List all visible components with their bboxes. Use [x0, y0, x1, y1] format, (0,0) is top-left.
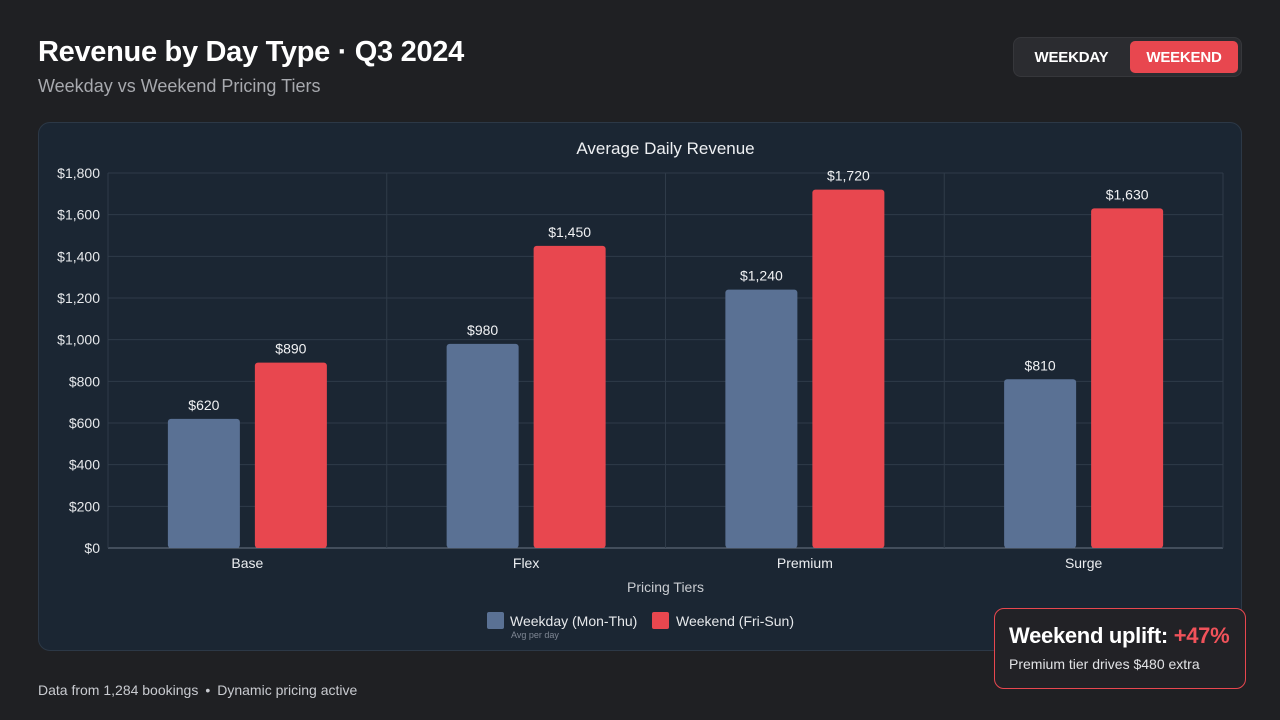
chart-title: Average Daily Revenue — [576, 139, 754, 158]
weekday-toggle-button[interactable]: WEEKDAY — [1034, 48, 1109, 66]
weekday-bar — [725, 289, 798, 548]
revenue-bar-chart: Average Daily Revenue $0 $200 $400 $600 $800 $… — [57, 139, 1224, 640]
weekend-bar — [533, 245, 606, 548]
footer-separator: • — [205, 682, 211, 698]
weekend-toggle-button[interactable]: WEEKEND — [1130, 41, 1238, 73]
x-tick-label: Premium — [777, 555, 833, 571]
bar-value-label: $1,450 — [548, 224, 591, 240]
footer-pricing-note: Dynamic pricing active — [217, 682, 358, 698]
x-axis-label: Pricing Tiers — [627, 579, 704, 595]
weekend-bar — [1091, 208, 1164, 548]
callout-uplift-value: +47% — [1173, 623, 1230, 648]
callout-text: Premium tier drives $480 extra — [1009, 656, 1200, 672]
footer-note: Data from 1,284 bookings • Dynamic pricing… — [38, 682, 357, 698]
y-tick-label: $800 — [69, 373, 100, 389]
bar-value-label: $1,630 — [1106, 186, 1149, 202]
weekend-bar — [812, 189, 885, 548]
x-tick-label: Base — [231, 555, 263, 571]
callout-heading: Weekend uplift: +47% — [1009, 623, 1245, 649]
footer-source: Data from 1,284 bookings — [38, 682, 199, 698]
y-tick-label: $400 — [69, 457, 100, 473]
bar-value-label: $1,720 — [827, 168, 870, 184]
page-title: Revenue by Day Type · Q3 2024 — [38, 36, 464, 68]
page-subtitle: Weekday vs Weekend Pricing Tiers — [38, 76, 321, 96]
bar-value-label: $890 — [275, 341, 306, 357]
bar-value-label: $810 — [1025, 357, 1056, 373]
y-tick-label: $600 — [69, 415, 100, 431]
bar-value-label: $1,240 — [740, 268, 783, 284]
x-tick-label: Flex — [513, 555, 539, 571]
weekday-bar — [167, 418, 240, 548]
legend-swatch-weekday — [487, 612, 504, 629]
legend-note: Avg per day — [511, 630, 559, 640]
y-tick-label: $1,800 — [57, 165, 100, 181]
y-tick-label: $1,400 — [57, 248, 100, 264]
weekday-bar — [446, 343, 519, 548]
chart-panel: Average Daily Revenue $0 $200 $400 $600 $800 $… — [38, 122, 1242, 651]
bar-value-label: $620 — [188, 397, 219, 413]
bar-value-label: $980 — [467, 322, 498, 338]
day-type-toggle: WEEKDAY WEEKEND — [1013, 37, 1242, 77]
legend-label-weekend: Weekend (Fri-Sun) — [676, 613, 794, 629]
y-tick-label: $200 — [69, 498, 100, 514]
y-tick-label: $0 — [84, 540, 100, 556]
legend-label-weekday: Weekday (Mon-Thu) — [510, 613, 637, 629]
weekend-bar — [254, 362, 327, 548]
y-tick-label: $1,000 — [57, 332, 100, 348]
y-tick-label: $1,600 — [57, 207, 100, 223]
weekend-uplift-callout: Weekend uplift: +47% Premium tier drives… — [994, 608, 1246, 689]
y-tick-label: $1,200 — [57, 290, 100, 306]
legend-swatch-weekend — [652, 612, 669, 629]
callout-heading-label: Weekend uplift: — [1009, 623, 1168, 648]
x-tick-label: Surge — [1065, 555, 1103, 571]
weekday-bar — [1004, 379, 1077, 548]
